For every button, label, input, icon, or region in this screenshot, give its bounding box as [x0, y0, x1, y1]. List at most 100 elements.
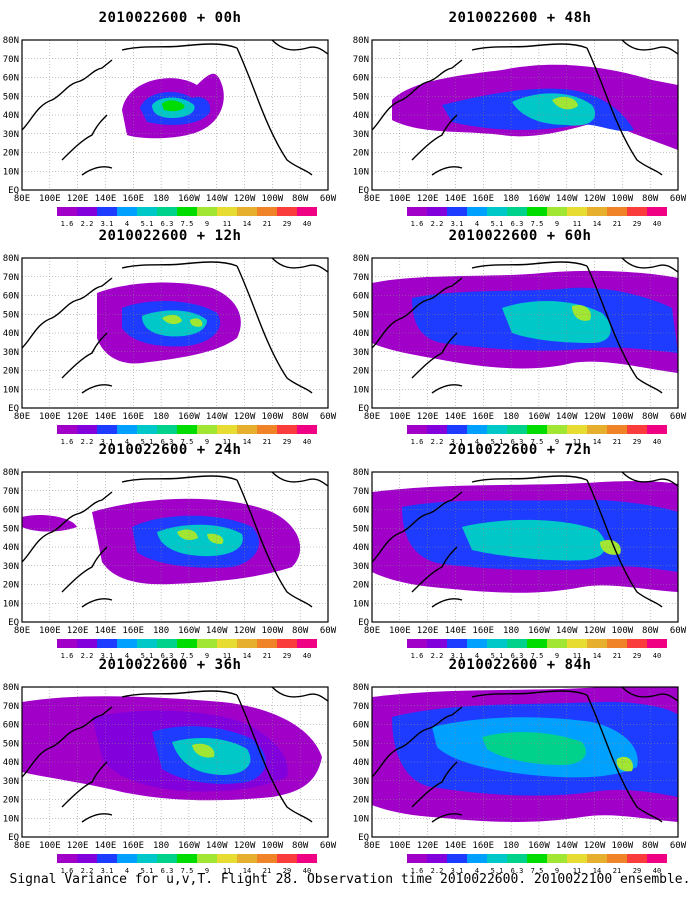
lon-tick-label: 140W — [556, 841, 578, 851]
lon-tick-label: 160W — [178, 194, 200, 204]
lon-tick-label: 160E — [472, 194, 494, 204]
lon-tick-label: 60W — [670, 412, 687, 422]
coastline — [121, 261, 238, 269]
lat-tick-label: 30N — [3, 562, 19, 572]
lat-tick-label: 60N — [3, 74, 19, 84]
lon-tick-label: 120E — [417, 412, 439, 422]
colorbar-swatch — [297, 854, 317, 863]
lat-tick-label: 30N — [353, 348, 369, 358]
lon-tick-label: 60W — [320, 626, 337, 636]
colorbar-level-label: 11 — [573, 438, 581, 446]
colorbar-level-label: 3.1 — [451, 867, 464, 875]
lon-tick-label: 120W — [584, 626, 606, 636]
coastline — [411, 332, 458, 379]
lat-tick-label: 70N — [353, 273, 369, 283]
coastline — [586, 47, 663, 176]
colorbar-level-label: 3.1 — [101, 220, 114, 228]
lon-tick-label: 100W — [262, 194, 284, 204]
lon-tick-label: 140E — [95, 626, 117, 636]
lon-tick-label: 140E — [445, 412, 467, 422]
colorbar-level-label: 2.2 — [81, 220, 94, 228]
colorbar-swatch — [467, 639, 487, 648]
lon-tick-label: 80E — [364, 194, 380, 204]
lon-tick-label: 120W — [234, 412, 256, 422]
lat-tick-label: 70N — [3, 487, 19, 497]
lon-tick-label: 160E — [472, 626, 494, 636]
colorbar-level-label: 1.6 — [61, 220, 74, 228]
lon-tick-label: 80E — [364, 412, 380, 422]
coastline — [81, 166, 113, 176]
colorbar-level-label: 4 — [125, 220, 129, 228]
colorbar-swatch — [97, 639, 117, 648]
map-panel-p12: 2010022600 + 12h 80N 70N 60N 50N 40N 30N 20N 10N… — [0, 228, 340, 453]
colorbar-swatch — [427, 854, 447, 863]
colorbar-swatch — [507, 207, 527, 216]
colorbar-level-label: 4 — [475, 438, 479, 446]
colorbar-swatch — [407, 207, 427, 216]
colorbar-level-label: 3.1 — [101, 867, 114, 875]
colorbar-level-label: 14 — [593, 220, 601, 228]
lat-tick-label: 20N — [353, 796, 369, 806]
colorbar-swatch — [607, 639, 627, 648]
colorbar-level-label: 9 — [555, 652, 559, 660]
lon-tick-label: 140W — [206, 841, 228, 851]
lon-tick-label: 140W — [206, 626, 228, 636]
colorbar-swatch — [177, 207, 197, 216]
lat-tick-label: EQ — [8, 833, 19, 843]
lon-tick-label: 140E — [445, 626, 467, 636]
variance-contour — [190, 318, 203, 327]
colorbar-level-label: 5.1 — [491, 652, 504, 660]
coastline — [121, 690, 238, 698]
lat-tick-label: 70N — [3, 702, 19, 712]
colorbar-level-label: 40 — [653, 438, 661, 446]
lat-tick-label: 40N — [353, 111, 369, 121]
coastline — [621, 472, 678, 487]
coastline — [431, 598, 463, 608]
colorbar-level-label: 21 — [263, 220, 271, 228]
variance-contour — [616, 756, 633, 772]
map-panel-p48: 2010022600 + 48h 80N 70N 60N 50N 40N 30N 20N 10N… — [350, 10, 690, 235]
colorbar-level-label: 7.5 — [181, 867, 194, 875]
figure-caption: Signal Variance for u,v,T. Flight 28. Ob… — [9, 872, 691, 887]
colorbar-swatch — [277, 854, 297, 863]
lat-tick-label: 20N — [3, 581, 19, 591]
lon-tick-label: 80W — [642, 626, 659, 636]
colorbar-level-label: 7.5 — [531, 220, 544, 228]
lat-tick-label: 10N — [353, 814, 369, 824]
coastline — [121, 43, 238, 51]
lon-tick-label: 80E — [14, 841, 30, 851]
colorbar-swatch — [257, 425, 277, 434]
lon-tick-label: 100W — [262, 412, 284, 422]
colorbar-swatch — [607, 425, 627, 434]
map-panel-p72: 2010022600 + 72h 80N 70N 60N 50N 40N 30N 20N 10N… — [350, 442, 690, 667]
lon-tick-label: 180 — [153, 841, 169, 851]
lat-tick-label: 50N — [3, 310, 19, 320]
colorbar-swatch — [567, 639, 587, 648]
lat-tick-label: 50N — [3, 92, 19, 102]
lon-tick-label: 100E — [389, 412, 411, 422]
coastline — [621, 687, 678, 702]
lon-tick-label: 60W — [320, 194, 337, 204]
colorbar-swatch — [57, 639, 77, 648]
coastline — [411, 546, 458, 593]
coastline — [271, 472, 328, 487]
colorbar-level-label: 1.6 — [411, 438, 424, 446]
lon-tick-label: 140W — [206, 194, 228, 204]
lat-tick-label: 10N — [353, 599, 369, 609]
colorbar-swatch — [77, 854, 97, 863]
colorbar-level-label: 29 — [283, 867, 291, 875]
colorbar-swatch — [547, 425, 567, 434]
coastline — [621, 40, 678, 55]
lat-tick-label: EQ — [358, 833, 369, 843]
coastline — [411, 761, 458, 808]
colorbar-level-label: 3.1 — [451, 220, 464, 228]
colorbar-level-label: 11 — [223, 652, 231, 660]
lon-tick-label: 140E — [95, 412, 117, 422]
colorbar-level-label: 5.1 — [141, 652, 154, 660]
lon-tick-label: 180 — [153, 626, 169, 636]
colorbar-swatch — [137, 207, 157, 216]
coastline — [61, 332, 108, 379]
